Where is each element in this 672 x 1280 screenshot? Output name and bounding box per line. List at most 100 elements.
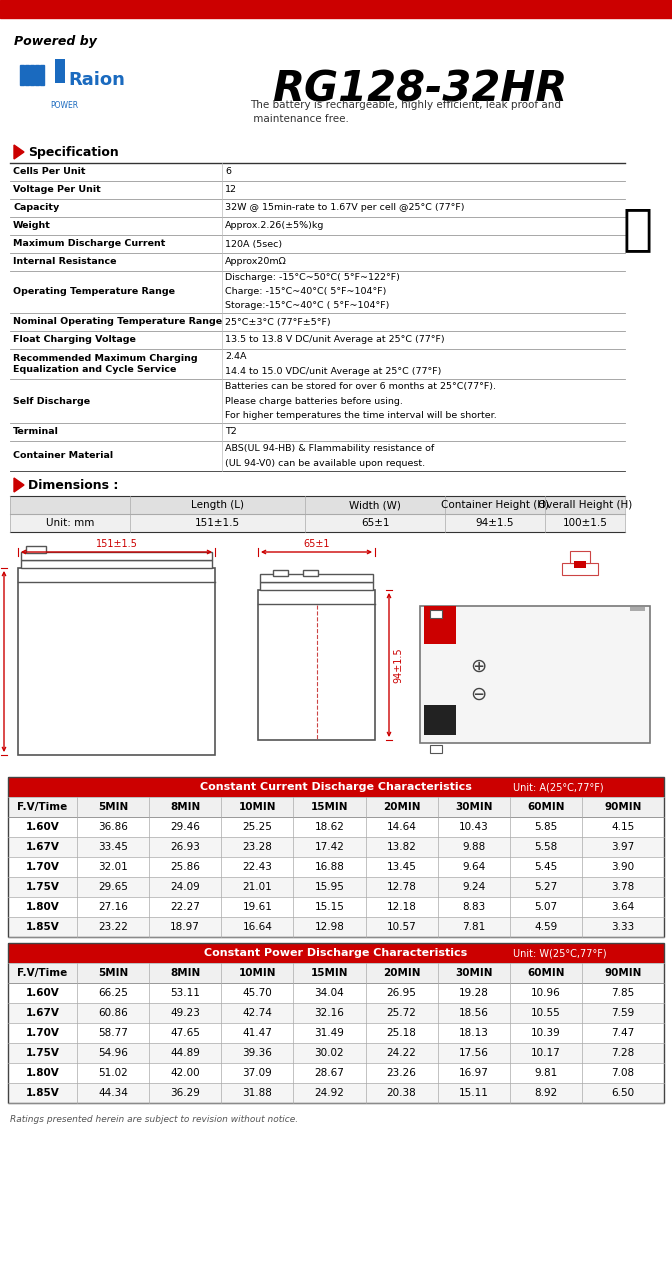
Text: 32.16: 32.16 <box>314 1009 344 1018</box>
Text: Ratings presented herein are subject to revision without notice.: Ratings presented herein are subject to … <box>10 1115 298 1124</box>
Text: 5.07: 5.07 <box>534 902 558 911</box>
Text: Approx20mΩ: Approx20mΩ <box>225 257 287 266</box>
Text: Capacity: Capacity <box>13 204 59 212</box>
Text: 60MIN: 60MIN <box>527 803 564 812</box>
Text: 16.97: 16.97 <box>459 1068 489 1078</box>
Text: Dimensions :: Dimensions : <box>28 479 118 492</box>
Text: 1.85V: 1.85V <box>26 1088 59 1098</box>
Text: 25.86: 25.86 <box>170 861 200 872</box>
Bar <box>430 745 442 753</box>
Text: 23.26: 23.26 <box>386 1068 417 1078</box>
Bar <box>8 877 664 897</box>
Bar <box>420 605 650 742</box>
Bar <box>25 65 29 84</box>
Text: 27.16: 27.16 <box>98 902 128 911</box>
Text: 90MIN: 90MIN <box>604 803 642 812</box>
Text: 34.04: 34.04 <box>314 988 344 998</box>
Text: 100±1.5: 100±1.5 <box>0 640 1 682</box>
Text: 23.28: 23.28 <box>243 842 272 852</box>
Text: 9.24: 9.24 <box>462 882 485 892</box>
Text: 15MIN: 15MIN <box>310 803 348 812</box>
Text: Width (W): Width (W) <box>349 500 401 509</box>
Bar <box>570 550 590 563</box>
Text: 10.55: 10.55 <box>531 1009 561 1018</box>
Text: 44.34: 44.34 <box>98 1088 128 1098</box>
Text: 28.67: 28.67 <box>314 1068 344 1078</box>
Text: 47.65: 47.65 <box>170 1028 200 1038</box>
Bar <box>26 547 46 553</box>
Text: 60.86: 60.86 <box>98 1009 128 1018</box>
Text: RG128-32HR: RG128-32HR <box>272 69 568 111</box>
Text: 66.25: 66.25 <box>98 988 128 998</box>
Text: 10MIN: 10MIN <box>239 803 276 812</box>
Text: 151±1.5: 151±1.5 <box>195 518 240 527</box>
Text: 51.02: 51.02 <box>98 1068 128 1078</box>
Text: 10.17: 10.17 <box>531 1048 561 1059</box>
Text: ⊖: ⊖ <box>470 685 487 704</box>
Text: 6: 6 <box>225 168 231 177</box>
Bar <box>8 858 664 877</box>
Text: Nominal Operating Temperature Range: Nominal Operating Temperature Range <box>13 317 222 326</box>
Text: 12.98: 12.98 <box>314 922 344 932</box>
Text: 1.60V: 1.60V <box>26 822 59 832</box>
Text: 20MIN: 20MIN <box>383 968 421 978</box>
Text: 5MIN: 5MIN <box>98 803 128 812</box>
Text: Float Charging Voltage: Float Charging Voltage <box>13 335 136 344</box>
Text: 13.45: 13.45 <box>386 861 417 872</box>
Bar <box>260 582 373 590</box>
Text: 4.15: 4.15 <box>612 822 634 832</box>
Text: 32W @ 15min-rate to 1.67V per cell @25°C (77°F): 32W @ 15min-rate to 1.67V per cell @25°C… <box>225 204 464 212</box>
Text: 29.65: 29.65 <box>98 882 128 892</box>
Text: 1.80V: 1.80V <box>26 1068 59 1078</box>
Text: ⊕: ⊕ <box>470 657 487 676</box>
Text: Internal Resistance: Internal Resistance <box>13 257 116 266</box>
Text: 10MIN: 10MIN <box>239 968 276 978</box>
Bar <box>630 607 645 611</box>
Text: Batteries can be stored for over 6 months at 25°C(77°F).: Batteries can be stored for over 6 month… <box>225 381 496 390</box>
Text: 33.45: 33.45 <box>98 842 128 852</box>
Text: 13.82: 13.82 <box>386 842 417 852</box>
Text: 10.39: 10.39 <box>531 1028 561 1038</box>
Text: 39.36: 39.36 <box>243 1048 272 1059</box>
Text: T2: T2 <box>225 428 237 436</box>
Text: 18.97: 18.97 <box>170 922 200 932</box>
Bar <box>8 1062 664 1083</box>
Bar <box>260 573 373 582</box>
Bar <box>8 983 664 1004</box>
Text: 18.62: 18.62 <box>314 822 344 832</box>
Bar <box>574 561 586 568</box>
Text: 25.25: 25.25 <box>243 822 272 832</box>
Text: 22.27: 22.27 <box>170 902 200 911</box>
Text: 42.74: 42.74 <box>243 1009 272 1018</box>
Text: 54.96: 54.96 <box>98 1048 128 1059</box>
Text: 49.23: 49.23 <box>170 1009 200 1018</box>
Text: 1.70V: 1.70V <box>26 861 59 872</box>
Text: 18.13: 18.13 <box>459 1028 489 1038</box>
Bar <box>303 570 318 576</box>
Text: 29.46: 29.46 <box>170 822 200 832</box>
Text: 19.61: 19.61 <box>243 902 272 911</box>
Text: 7.08: 7.08 <box>612 1068 634 1078</box>
Text: 120A (5sec): 120A (5sec) <box>225 239 282 248</box>
Bar <box>10 515 625 532</box>
Text: 94±1.5: 94±1.5 <box>393 648 403 682</box>
Text: (UL 94-V0) can be available upon request.: (UL 94-V0) can be available upon request… <box>225 460 425 468</box>
Text: 1.75V: 1.75V <box>26 882 59 892</box>
Text: 58.77: 58.77 <box>98 1028 128 1038</box>
Text: 9.64: 9.64 <box>462 861 485 872</box>
Text: 15.95: 15.95 <box>314 882 344 892</box>
Text: Constant Power Discharge Characteristics: Constant Power Discharge Characteristics <box>204 948 468 957</box>
Text: 26.93: 26.93 <box>170 842 200 852</box>
Text: Approx.2.26(±5%)kg: Approx.2.26(±5%)kg <box>225 221 325 230</box>
Bar <box>424 605 456 644</box>
Bar <box>424 705 456 735</box>
Polygon shape <box>14 477 24 492</box>
Text: 17.56: 17.56 <box>459 1048 489 1059</box>
Polygon shape <box>14 145 24 159</box>
Bar <box>258 590 375 740</box>
Bar <box>40 65 44 84</box>
Text: 65±1: 65±1 <box>303 539 330 549</box>
Text: Constant Current Discharge Characteristics: Constant Current Discharge Characteristi… <box>200 782 472 792</box>
Text: 14.64: 14.64 <box>386 822 417 832</box>
Text: Maximum Discharge Current: Maximum Discharge Current <box>13 239 165 248</box>
